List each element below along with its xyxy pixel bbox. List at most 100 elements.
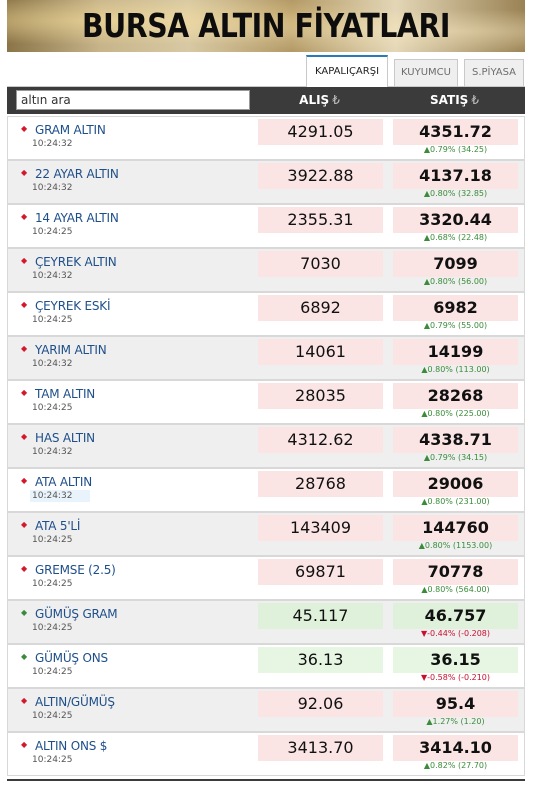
table-row[interactable]: ◆ GÜMÜŞ GRAM 10:24:25 45.117 46.757 ▼-0.44% (…	[7, 600, 525, 644]
update-time: 10:24:32	[32, 183, 73, 193]
buy-price: 3413.70	[258, 735, 383, 761]
update-time: 10:24:25	[32, 711, 73, 721]
market-tabs: KAPALIÇARŞI KUYUMCU S.PİYASA	[0, 55, 539, 87]
instrument-name[interactable]: HAS ALTIN	[35, 431, 95, 445]
update-time: 10:24:25	[32, 667, 73, 677]
instrument-name[interactable]: ATA ALTIN	[35, 475, 92, 489]
instrument-name[interactable]: 14 AYAR ALTIN	[35, 211, 119, 225]
update-time: 10:24:25	[32, 755, 73, 765]
buy-price: 6892	[258, 295, 383, 321]
sell-price: 3414.10	[393, 735, 518, 761]
table-row[interactable]: ◆ HAS ALTIN 10:24:32 4312.62 4338.71 ▲0.79% (…	[7, 424, 525, 468]
instrument-name[interactable]: ALTIN ONS $	[35, 739, 108, 753]
red-diamond-icon: ◆	[21, 212, 28, 221]
instrument-name[interactable]: ATA 5'Lİ	[35, 519, 81, 533]
buy-price: 3922.88	[258, 163, 383, 189]
red-diamond-icon: ◆	[21, 256, 28, 265]
table-row[interactable]: ◆ GÜMÜŞ ONS 10:24:25 36.13 36.15 ▼-0.58% (-0.…	[7, 644, 525, 688]
price-change: ▲1.27% (1.20)	[426, 717, 485, 726]
instrument-name[interactable]: GRAM ALTIN	[35, 123, 106, 137]
update-time: 10:24:25	[32, 535, 73, 545]
instrument-name[interactable]: TAM ALTIN	[35, 387, 96, 401]
price-change: ▲0.80% (113.00)	[421, 365, 490, 374]
table-header: altın ara ALIŞ ₺ SATIŞ ₺	[7, 87, 525, 114]
price-change: ▲0.68% (22.48)	[423, 233, 488, 242]
sell-price: 95.4	[393, 691, 518, 717]
update-time: 10:24:32	[32, 447, 73, 457]
lira-icon: ₺	[332, 93, 340, 107]
update-time: 10:24:25	[32, 315, 73, 325]
table-row[interactable]: ◆ GRAM ALTIN 10:24:32 4291.05 4351.72 ▲0.79% …	[7, 116, 525, 160]
banner-background	[7, 0, 525, 52]
red-diamond-icon: ◆	[21, 168, 28, 177]
red-diamond-icon: ◆	[21, 124, 28, 133]
instrument-name[interactable]: YARIM ALTIN	[35, 343, 107, 357]
table-row[interactable]: ◆ TAM ALTIN 10:24:25 28035 28268 ▲0.80% (225.…	[7, 380, 525, 424]
red-diamond-icon: ◆	[21, 696, 28, 705]
sell-price: 46.757	[393, 603, 518, 629]
update-time: 10:24:25	[32, 579, 73, 589]
update-time: 10:24:32	[32, 139, 73, 149]
price-change: ▲0.79% (34.25)	[423, 145, 488, 154]
instrument-name[interactable]: GÜMÜŞ GRAM	[35, 607, 118, 621]
sell-column-header: SATIŞ ₺	[392, 87, 517, 114]
tab-kuyumcu[interactable]: KUYUMCU	[394, 59, 458, 86]
table-row[interactable]: ◆ ALTIN/GÜMÜŞ 10:24:25 92.06 95.4 ▲1.27% (1.2…	[7, 688, 525, 732]
update-time: 10:24:25	[32, 403, 73, 413]
instrument-name[interactable]: ALTIN/GÜMÜŞ	[35, 695, 115, 709]
tab-kapalicarsi[interactable]: KAPALIÇARŞI	[306, 55, 388, 87]
instrument-name[interactable]: ÇEYREK ALTIN	[35, 255, 117, 269]
red-diamond-icon: ◆	[21, 432, 28, 441]
instrument-name[interactable]: GREMSE (2.5)	[35, 563, 116, 577]
price-change: ▼-0.58% (-0.210)	[420, 673, 491, 682]
table-row[interactable]: ◆ ÇEYREK ESKİ 10:24:25 6892 6982 ▲0.79% (55.0…	[7, 292, 525, 336]
update-time: 10:24:32	[32, 359, 73, 369]
table-row[interactable]: ◆ ATA ALTIN 10:24:32 28768 29006 ▲0.80% (231.…	[7, 468, 525, 512]
red-diamond-icon: ◆	[21, 740, 28, 749]
sell-price: 144760	[393, 515, 518, 541]
buy-header-label: ALIŞ	[299, 93, 330, 107]
price-change: ▲0.80% (56.00)	[423, 277, 488, 286]
buy-price: 28035	[258, 383, 383, 409]
table-row[interactable]: ◆ ALTIN ONS $ 10:24:25 3413.70 3414.10 ▲0.82%…	[7, 732, 525, 776]
sell-price: 70778	[393, 559, 518, 585]
update-time: 10:24:25	[32, 227, 73, 237]
instrument-name[interactable]: GÜMÜŞ ONS	[35, 651, 108, 665]
sell-price: 4137.18	[393, 163, 518, 189]
red-diamond-icon: ◆	[21, 344, 28, 353]
table-row[interactable]: ◆ 14 AYAR ALTIN 10:24:25 2355.31 3320.44 ▲0.6…	[7, 204, 525, 248]
buy-price: 7030	[258, 251, 383, 277]
price-change: ▲0.79% (55.00)	[423, 321, 488, 330]
red-diamond-icon: ◆	[21, 300, 28, 309]
page-title: BURSA ALTIN FİYATLARI	[81, 6, 451, 45]
buy-price: 4291.05	[258, 119, 383, 145]
sell-price: 14199	[393, 339, 518, 365]
buy-price: 36.13	[258, 647, 383, 673]
sell-price: 7099	[393, 251, 518, 277]
lira-icon: ₺	[471, 93, 479, 107]
buy-price: 143409	[258, 515, 383, 541]
buy-price: 92.06	[258, 691, 383, 717]
sell-price: 4338.71	[393, 427, 518, 453]
update-time: 10:24:32	[30, 490, 90, 502]
green-diamond-icon: ◆	[21, 652, 28, 661]
sell-price: 36.15	[393, 647, 518, 673]
page-banner: BURSA ALTIN FİYATLARI	[7, 0, 525, 52]
price-change: ▲0.80% (564.00)	[421, 585, 490, 594]
table-row[interactable]: ◆ ÇEYREK ALTIN 10:24:32 7030 7099 ▲0.80% (56.…	[7, 248, 525, 292]
tab-serbest-piyasa[interactable]: S.PİYASA	[464, 59, 524, 86]
table-row[interactable]: ◆ ATA 5'Lİ 10:24:25 143409 144760 ▲0.80% (115…	[7, 512, 525, 556]
update-time: 10:24:32	[32, 271, 73, 281]
table-row[interactable]: ◆ 22 AYAR ALTIN 10:24:32 3922.88 4137.18 ▲0.8…	[7, 160, 525, 204]
red-diamond-icon: ◆	[21, 564, 28, 573]
table-row[interactable]: ◆ GREMSE (2.5) 10:24:25 69871 70778 ▲0.80% (5…	[7, 556, 525, 600]
buy-column-header: ALIŞ ₺	[257, 87, 382, 114]
table-row[interactable]: ◆ YARIM ALTIN 10:24:32 14061 14199 ▲0.80% (11…	[7, 336, 525, 380]
search-input[interactable]: altın ara	[16, 90, 250, 110]
buy-price: 4312.62	[258, 427, 383, 453]
buy-price: 14061	[258, 339, 383, 365]
price-change: ▲0.80% (32.85)	[423, 189, 488, 198]
sell-price: 29006	[393, 471, 518, 497]
instrument-name[interactable]: 22 AYAR ALTIN	[35, 167, 119, 181]
instrument-name[interactable]: ÇEYREK ESKİ	[35, 299, 111, 313]
